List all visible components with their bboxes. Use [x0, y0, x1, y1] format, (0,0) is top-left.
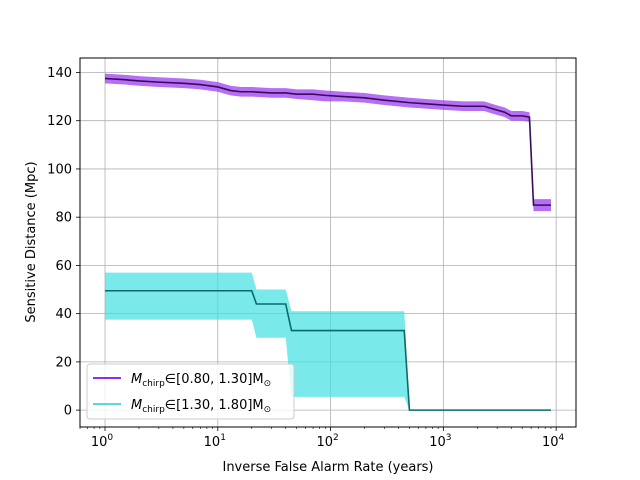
- y-tick-label: 20: [55, 355, 72, 370]
- legend-label-part: ⊙: [264, 405, 272, 415]
- x-tick-label-exponent: 1: [220, 433, 226, 443]
- legend-label-part: chirp: [142, 405, 165, 415]
- y-tick-label: 60: [55, 259, 72, 274]
- series-2-band: [105, 272, 551, 411]
- x-tick-label: 102: [316, 433, 338, 450]
- x-tick-label-exponent: 4: [559, 433, 565, 443]
- legend-label-2: Mchirp∈[1.30, 1.80]M⊙: [131, 398, 271, 415]
- x-tick-label-base: 10: [542, 435, 559, 450]
- x-tick-label-exponent: 0: [107, 433, 113, 443]
- x-tick-label-exponent: 3: [446, 433, 452, 443]
- x-tick-label-base: 10: [316, 435, 333, 450]
- y-tick-label: 120: [47, 114, 72, 129]
- series-2-line: [105, 289, 551, 411]
- x-tick-label-base: 10: [91, 435, 108, 450]
- y-tick-label: 80: [55, 211, 72, 226]
- y-tick-label: 40: [55, 307, 72, 322]
- legend-label-part: ∈[1.30, 1.80]M: [165, 398, 264, 413]
- legend-label-1: Mchirp∈[0.80, 1.30]M⊙: [131, 372, 271, 389]
- legend-label-part: M: [131, 372, 142, 387]
- y-axis-label: Sensitive Distance (Mpc): [24, 161, 39, 322]
- line-layer: [104, 77, 551, 411]
- x-tick-label-base: 10: [204, 435, 221, 450]
- legend-label-part: chirp: [142, 379, 165, 389]
- x-tick-label: 100: [91, 433, 114, 450]
- legend-box: [86, 363, 295, 420]
- x-tick-label-exponent: 2: [333, 433, 339, 443]
- legend-label-part: ∈[0.80, 1.30]M: [165, 372, 264, 387]
- plot-frame: [79, 57, 577, 428]
- series-1-line: [104, 77, 551, 206]
- y-tick-label: 100: [47, 162, 72, 177]
- series-1-band: [105, 73, 551, 212]
- x-tick-label: 103: [429, 433, 451, 450]
- legend-label-part: M: [131, 398, 142, 413]
- legend: Mchirp∈[0.80, 1.30]M⊙Mchirp∈[1.30, 1.80]…: [86, 363, 295, 420]
- x-tick-label: 104: [542, 433, 565, 450]
- band-layer: [105, 73, 551, 411]
- x-tick-label-base: 10: [429, 435, 446, 450]
- y-tick-label: 0: [64, 404, 72, 419]
- legend-label-part: ⊙: [264, 379, 272, 389]
- y-tick-label: 140: [47, 66, 72, 81]
- x-axis-label: Inverse False Alarm Rate (years): [222, 460, 433, 475]
- x-tick-label: 101: [204, 433, 226, 450]
